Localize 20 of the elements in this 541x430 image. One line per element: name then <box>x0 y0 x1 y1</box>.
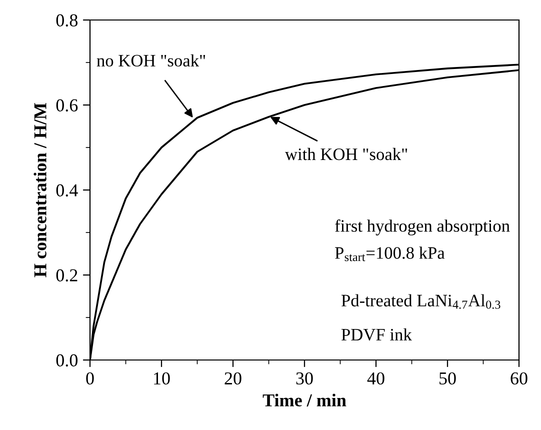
annotation: Pd-treated LaNi$_{4.7}$Al$_{0.3}$ <box>341 294 500 309</box>
x-tick-label: 10 <box>154 372 170 385</box>
y-tick-label: 0.4 <box>56 184 78 197</box>
y-tick-label: 0.2 <box>56 269 78 282</box>
x-tick-label: 20 <box>224 372 242 385</box>
annotation: with KOH "soak" <box>285 148 408 160</box>
y-axis-title: H concentration / H/M <box>34 103 46 278</box>
annotation: no KOH "soak" <box>96 54 206 67</box>
annotation: PDVF ink <box>341 328 412 341</box>
x-tick-label: 30 <box>296 372 313 385</box>
y-tick-label: 0.8 <box>56 14 78 27</box>
annotation: first hydrogen absorption <box>335 219 510 236</box>
y-tick-label: 0.6 <box>56 99 78 112</box>
annotation: P$_{start}$=100.8 kPa <box>335 246 445 262</box>
x-tick-label: 60 <box>510 372 528 385</box>
x-axis-title: Time / min <box>262 394 346 406</box>
y-tick-label: 0.0 <box>56 354 78 367</box>
x-tick-label: 40 <box>367 372 384 385</box>
x-tick-label: 50 <box>440 372 456 385</box>
x-tick-label: 0 <box>86 372 94 385</box>
